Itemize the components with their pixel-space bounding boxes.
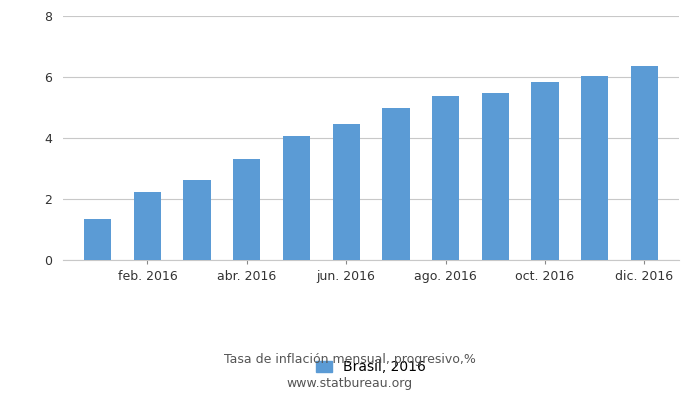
Bar xyxy=(283,136,310,260)
Bar xyxy=(332,124,360,260)
Bar xyxy=(84,219,111,260)
Text: www.statbureau.org: www.statbureau.org xyxy=(287,378,413,390)
Bar xyxy=(482,92,509,260)
Bar xyxy=(233,159,260,260)
Legend: Brasil, 2016: Brasil, 2016 xyxy=(310,355,432,380)
Bar xyxy=(631,66,658,260)
Bar xyxy=(134,192,161,260)
Bar xyxy=(382,108,410,260)
Text: Tasa de inflación mensual, progresivo,%: Tasa de inflación mensual, progresivo,% xyxy=(224,354,476,366)
Bar xyxy=(432,96,459,260)
Bar xyxy=(531,82,559,260)
Bar xyxy=(183,180,211,260)
Bar xyxy=(581,76,608,260)
